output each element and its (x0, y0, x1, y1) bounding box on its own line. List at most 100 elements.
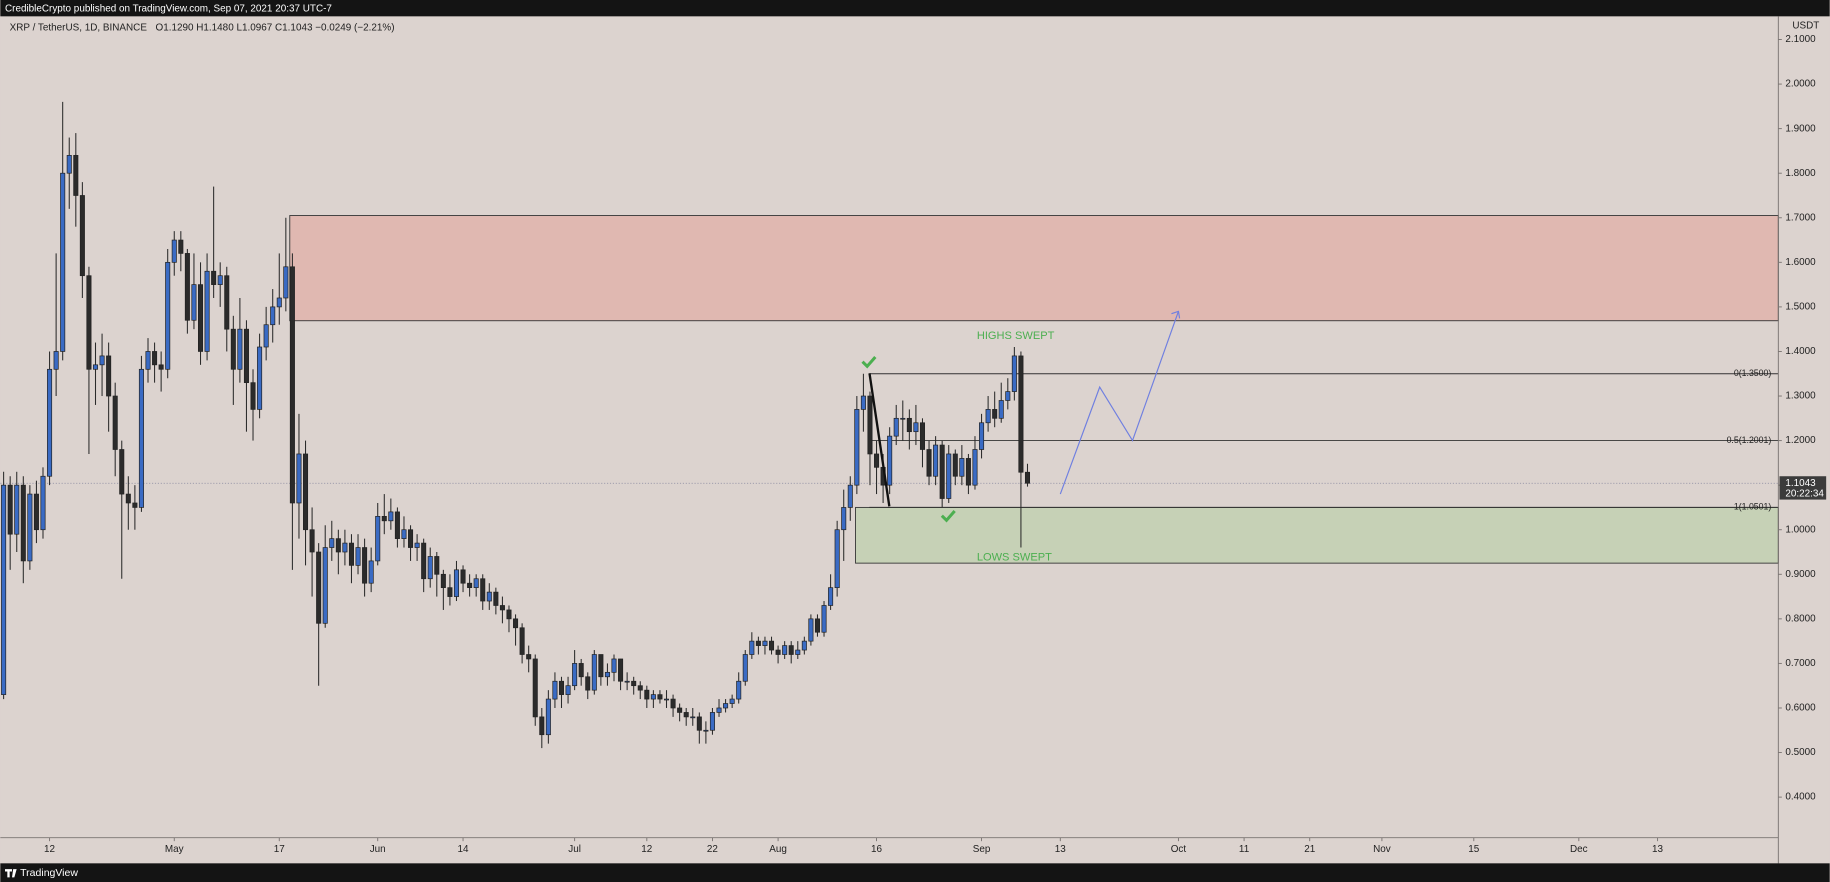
brand: TradingView (20, 867, 78, 879)
candle-body (657, 694, 663, 700)
candle-body (421, 542, 427, 580)
candle-body (467, 582, 473, 589)
candle-body (769, 640, 775, 651)
candle-body (874, 453, 880, 468)
candle-body (723, 703, 729, 709)
candle-body (250, 382, 256, 410)
candle-body (408, 529, 414, 548)
y-tick-label: 1.4000 (1785, 346, 1816, 357)
candle-body (736, 680, 742, 700)
candle-body (539, 716, 545, 736)
candle-body (762, 640, 768, 646)
candle-body (545, 698, 551, 736)
candle-body (316, 551, 322, 624)
candle-body (663, 698, 670, 701)
candle-body (33, 493, 39, 531)
candle-body (1011, 355, 1017, 392)
candle-body (47, 368, 53, 477)
x-tick-label: 13 (1055, 844, 1067, 855)
candle-body (394, 511, 400, 539)
candle-body (552, 680, 558, 700)
candle-body (992, 409, 998, 419)
candle-body (821, 605, 827, 633)
x-tick-label: 21 (1304, 844, 1316, 855)
x-tick-label: 13 (1652, 844, 1664, 855)
candle-body (296, 453, 302, 504)
candle-body (152, 351, 158, 366)
candle-body (618, 658, 624, 682)
candle-body (611, 658, 617, 673)
y-tick-label: 0.4000 (1785, 792, 1816, 803)
ohlc-header: O1.1290 H1.1480 L1.0967 C1.1043 −0.0249 … (156, 23, 395, 34)
candle-body (53, 351, 59, 370)
check-icon (940, 510, 956, 523)
candle-body (644, 689, 650, 700)
candle-body (624, 680, 630, 683)
y-tick-label: 0.7000 (1785, 658, 1816, 669)
candle-body (414, 542, 420, 548)
symbol-title: XRP / TetherUS, 1D, BINANCE (10, 23, 148, 34)
candle-body (211, 270, 217, 285)
candle-body (519, 627, 525, 655)
candle-body (782, 645, 788, 655)
candle-body (1, 484, 7, 695)
x-tick-label: May (165, 844, 184, 855)
candle-body (355, 547, 361, 566)
candle-body (703, 729, 709, 732)
candle-body (381, 516, 387, 522)
countdown: 20:22:34 (1785, 488, 1824, 499)
candle-body (683, 712, 689, 718)
candle-body (178, 239, 184, 254)
candle-body (309, 529, 315, 553)
candle-body (329, 538, 335, 548)
candle-body (565, 685, 571, 695)
projection (1059, 311, 1179, 495)
logo-icon (5, 869, 17, 878)
candle-body (913, 422, 919, 433)
candle-body (578, 663, 584, 678)
candle-body (270, 306, 276, 326)
candle-body (230, 328, 236, 370)
y-tick-label: 1.6000 (1785, 257, 1816, 268)
top-bar (0, 0, 1830, 17)
x-tick-label: Dec (1570, 844, 1588, 855)
candle-body (191, 284, 197, 321)
y-tick-label: 1.2000 (1785, 435, 1816, 446)
x-tick-label: Oct (1171, 844, 1187, 855)
y-tick-label: 0.9000 (1785, 569, 1816, 580)
candle-body (801, 640, 807, 651)
candle-body (388, 511, 394, 522)
x-tick-label: Jul (568, 844, 581, 855)
candle-body (900, 417, 906, 420)
candle-body (867, 395, 873, 455)
candle-body (66, 155, 72, 174)
price-tag-label: 1.1043 (1785, 478, 1816, 489)
candle-body (401, 529, 407, 539)
candle-body (132, 502, 138, 508)
x-tick-label: Nov (1373, 844, 1391, 855)
candle-body (808, 618, 814, 642)
candle-body (637, 685, 643, 691)
candle-body (165, 261, 171, 370)
candle-body (788, 645, 794, 655)
candle-body (979, 422, 985, 450)
candle-body (513, 618, 519, 629)
candle-body (145, 351, 151, 370)
candle-body (749, 640, 755, 655)
candle-body (887, 435, 893, 486)
plot-area: 0(1.3500) 0.5(1.2001) 1(1.0501) (0, 101, 1779, 749)
candle-body (952, 453, 958, 477)
candle-body (1024, 471, 1031, 484)
x-tick-label: 12 (44, 844, 56, 855)
candle-body (598, 654, 604, 678)
candle-body (677, 707, 683, 713)
candle-body (460, 569, 466, 584)
candle-body (814, 618, 820, 633)
price-tag (1779, 476, 1827, 500)
x-tick-label: 14 (458, 844, 470, 855)
candle-body (933, 444, 939, 477)
x-tick-label: 17 (274, 844, 286, 855)
publisher: CredibleCrypto published on TradingView.… (5, 3, 332, 14)
